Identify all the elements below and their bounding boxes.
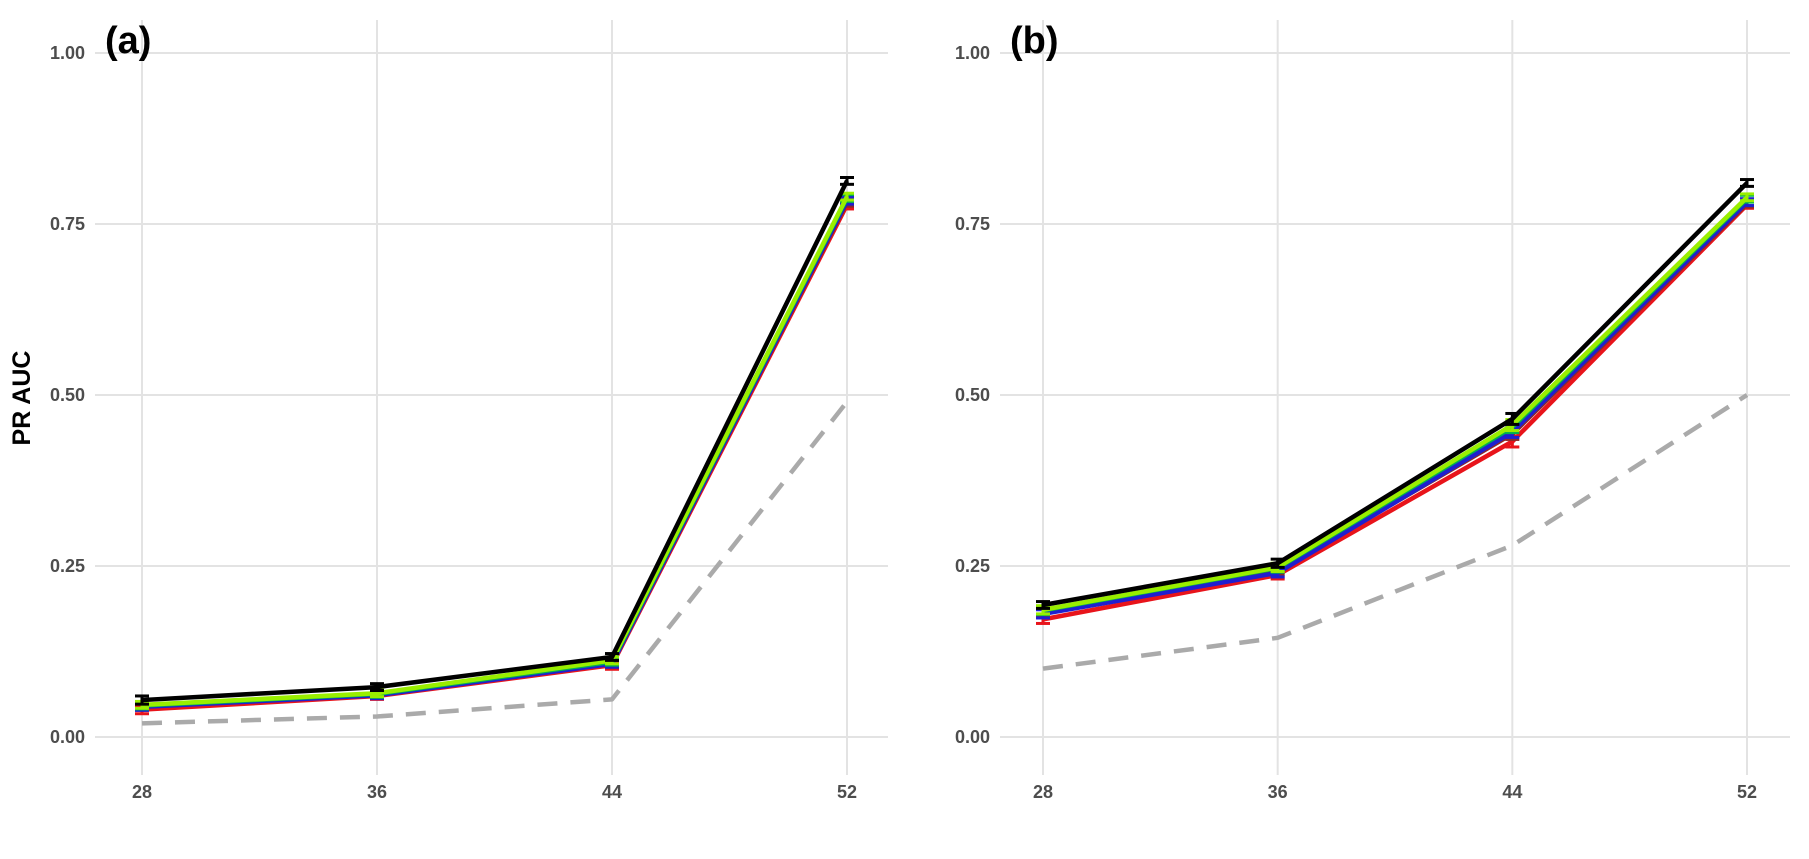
series-line	[141, 179, 850, 703]
y-axis-title: PR AUC	[8, 351, 36, 446]
x-tick-label: 44	[602, 782, 622, 802]
series-line	[1042, 181, 1749, 608]
series-line	[141, 199, 850, 710]
x-tick-label: 52	[1737, 782, 1757, 802]
panel-a: 0.00 0.25 0.50 0.75 1.00 28 36 44 52 (a)	[50, 20, 888, 802]
y-tick-label: 0.50	[50, 385, 85, 405]
y-tick-label: 0.25	[50, 556, 85, 576]
series-line	[1042, 201, 1749, 615]
y-tick-label: 0.50	[955, 385, 990, 405]
panel-label: (b)	[1010, 20, 1059, 62]
x-tick-label: 36	[367, 782, 387, 802]
baseline-series-line	[1042, 393, 1749, 671]
x-tick-label: 28	[1033, 782, 1053, 802]
series-line	[1042, 203, 1749, 622]
series-line	[141, 203, 850, 712]
y-tick-label: 0.00	[955, 727, 990, 747]
x-tick-label: 28	[132, 782, 152, 802]
series-line	[1042, 197, 1749, 613]
series-line	[1042, 200, 1749, 617]
y-tick-label: 0.75	[50, 214, 85, 234]
x-tick-label: 44	[1502, 782, 1522, 802]
y-tick-label: 1.00	[955, 43, 990, 63]
panel-b: 0.00 0.25 0.50 0.75 1.00 28 36 44 52 (b)	[955, 20, 1790, 802]
y-tick-label: 0.75	[955, 214, 990, 234]
x-tick-label: 36	[1268, 782, 1288, 802]
y-tick-label: 1.00	[50, 43, 85, 63]
series-line	[141, 201, 850, 709]
series-line	[141, 196, 850, 708]
baseline-series-line	[141, 400, 849, 726]
y-tick-label: 0.00	[50, 727, 85, 747]
series-line	[141, 195, 850, 708]
y-tick-label: 0.25	[955, 556, 990, 576]
series-line	[1042, 195, 1749, 612]
x-tick-label: 52	[837, 782, 857, 802]
panel-label: (a)	[105, 20, 151, 62]
